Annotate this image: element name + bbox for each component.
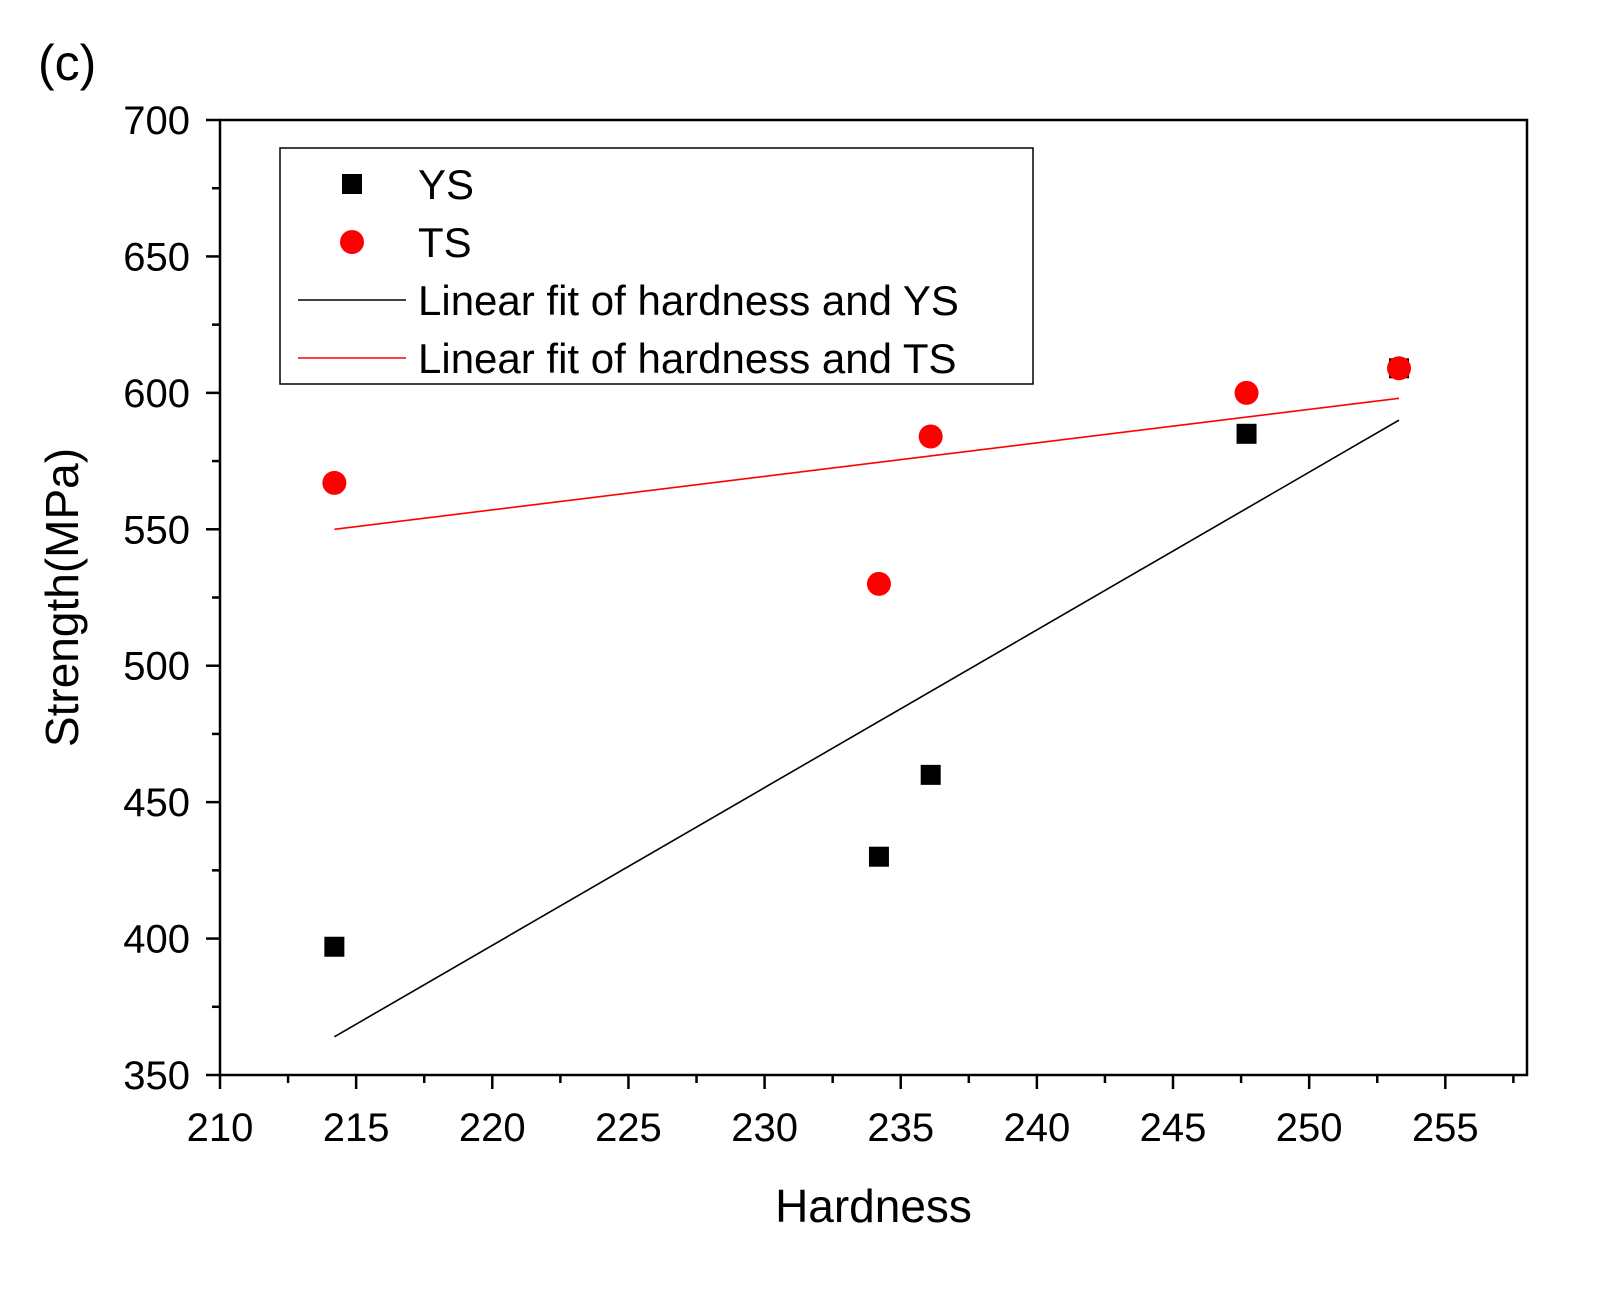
fit-line-ys bbox=[333, 419, 1400, 1038]
ys-point bbox=[1236, 423, 1257, 444]
x-tick-label: 210 bbox=[187, 1106, 254, 1150]
x-tick-label: 225 bbox=[595, 1106, 662, 1150]
y-axis-title: Strength(MPa) bbox=[36, 448, 88, 747]
ts-point bbox=[918, 424, 943, 449]
legend-label: TS bbox=[418, 219, 472, 266]
legend-swatch-ts bbox=[340, 230, 364, 254]
x-tick-label: 250 bbox=[1276, 1106, 1343, 1150]
legend-box bbox=[279, 147, 1034, 385]
y-tick-label: 600 bbox=[123, 372, 190, 416]
legend-label: Linear fit of hardness and YS bbox=[418, 277, 959, 324]
y-tick-label: 400 bbox=[123, 918, 190, 962]
ts-point bbox=[322, 470, 347, 495]
y-tick-label: 500 bbox=[123, 645, 190, 689]
x-axis-title: Hardness bbox=[775, 1180, 972, 1232]
ys-point bbox=[324, 936, 345, 957]
ys-point bbox=[920, 764, 941, 785]
y-tick-label: 550 bbox=[123, 508, 190, 552]
legend-label: Linear fit of hardness and TS bbox=[418, 335, 957, 382]
legend-swatch-ys bbox=[342, 174, 362, 194]
panel-label: (c) bbox=[38, 35, 96, 91]
legend-label: YS bbox=[418, 161, 474, 208]
fit-line-ts bbox=[334, 397, 1400, 531]
x-tick-label: 255 bbox=[1412, 1106, 1479, 1150]
x-tick-label: 245 bbox=[1140, 1106, 1207, 1150]
ts-point bbox=[1234, 380, 1259, 405]
x-tick-label: 220 bbox=[459, 1106, 526, 1150]
ts-point bbox=[866, 571, 891, 596]
ts-point bbox=[1387, 356, 1412, 381]
y-tick-label: 350 bbox=[123, 1054, 190, 1098]
x-tick-label: 235 bbox=[867, 1106, 934, 1150]
ys-point bbox=[868, 846, 889, 867]
x-tick-label: 240 bbox=[1004, 1106, 1071, 1150]
y-tick-label: 450 bbox=[123, 781, 190, 825]
y-tick-label: 650 bbox=[123, 235, 190, 279]
y-tick-label: 700 bbox=[123, 99, 190, 143]
x-tick-label: 215 bbox=[323, 1106, 390, 1150]
x-tick-label: 230 bbox=[731, 1106, 798, 1150]
